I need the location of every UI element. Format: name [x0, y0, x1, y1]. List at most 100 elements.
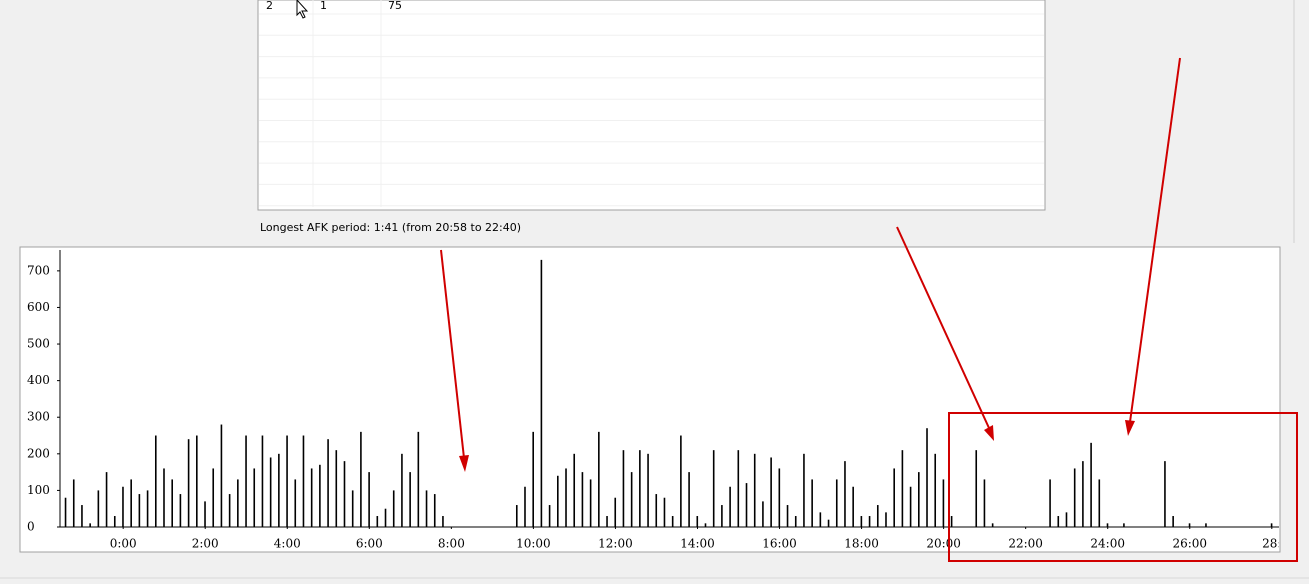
bar	[269, 457, 272, 527]
bar	[122, 486, 124, 527]
bar	[409, 472, 411, 527]
bar	[794, 516, 797, 527]
bar	[622, 450, 625, 527]
bar	[991, 523, 994, 527]
bar	[442, 516, 444, 527]
cell[interactable]: 75	[388, 0, 402, 12]
bar	[655, 494, 658, 527]
bar	[179, 494, 182, 527]
bar	[278, 453, 280, 527]
bar	[786, 505, 789, 527]
bar	[220, 424, 223, 527]
bar	[548, 505, 551, 527]
y-tick-label: 300	[27, 410, 50, 424]
bar	[589, 479, 592, 527]
y-tick-label: 0	[27, 520, 35, 534]
bar	[614, 497, 617, 527]
x-tick-label: 24:00	[1090, 537, 1125, 551]
bar	[827, 519, 830, 527]
bar	[1065, 512, 1068, 527]
bar	[860, 516, 863, 527]
bar	[138, 494, 141, 527]
x-tick-label: 14:00	[680, 537, 715, 551]
bar	[1049, 479, 1051, 527]
bar	[647, 453, 649, 527]
bar	[688, 472, 690, 527]
x-tick-label: 26:00	[1172, 537, 1207, 551]
bar	[1098, 479, 1101, 527]
bar	[885, 512, 887, 527]
bar	[983, 479, 986, 527]
bar	[64, 497, 67, 527]
bar	[302, 435, 305, 527]
bar	[72, 479, 75, 527]
bar	[639, 450, 641, 527]
bar	[163, 468, 165, 527]
bar	[909, 486, 912, 527]
bar	[294, 479, 297, 527]
bar	[557, 475, 559, 527]
table-grid	[259, 0, 1044, 207]
bar	[729, 486, 731, 527]
bar	[376, 516, 379, 527]
bar	[1188, 523, 1191, 527]
bar	[204, 501, 206, 527]
cell[interactable]: 2	[266, 0, 273, 12]
x-tick-label: 22:00	[1008, 537, 1043, 551]
x-tick-label: 0:00	[110, 537, 137, 551]
bar	[950, 516, 953, 527]
bar	[1205, 523, 1207, 527]
bar	[360, 431, 362, 527]
bar	[401, 453, 403, 527]
bar	[778, 468, 781, 527]
bar	[540, 259, 543, 527]
x-tick-label: 4:00	[274, 537, 301, 551]
bar	[146, 490, 149, 527]
bar	[893, 468, 895, 527]
bar	[261, 435, 264, 527]
bar	[835, 479, 838, 527]
bar	[417, 431, 420, 527]
bar	[737, 450, 740, 527]
bar	[319, 464, 321, 527]
bar	[228, 494, 231, 527]
bar	[154, 435, 157, 527]
bar	[286, 435, 288, 527]
x-tick-label: 2:00	[192, 537, 219, 551]
bar	[852, 486, 854, 527]
y-tick-label: 400	[27, 373, 50, 387]
bar	[630, 472, 633, 527]
bar	[868, 516, 871, 527]
bar	[81, 505, 83, 527]
bar	[532, 431, 534, 527]
bar	[819, 512, 822, 527]
bar	[565, 468, 567, 527]
bar	[753, 453, 756, 527]
y-tick-label: 100	[27, 483, 50, 497]
chart: 0 100 200 300 400 500 600 700 0:00 2:00 4:00 6:00 8:…	[27, 250, 1279, 551]
bar	[581, 472, 584, 527]
bar	[844, 461, 846, 527]
x-tick-label: 16:00	[762, 537, 797, 551]
bar	[704, 523, 707, 527]
bar	[745, 483, 748, 527]
x-tick-label: 20:00	[926, 537, 961, 551]
bar	[1106, 523, 1109, 527]
bar	[680, 435, 682, 527]
x-tick-label: 8:00	[438, 537, 465, 551]
bar	[212, 468, 215, 527]
bar	[918, 472, 920, 527]
bar	[97, 490, 100, 527]
bar	[671, 516, 674, 527]
cell[interactable]: 1	[320, 0, 327, 12]
bar	[105, 472, 108, 527]
bar	[89, 523, 91, 527]
y-tick-label: 700	[27, 263, 50, 277]
bar	[721, 505, 723, 527]
bar	[1057, 516, 1060, 527]
bar	[515, 505, 518, 527]
bar	[310, 468, 313, 527]
bar	[1123, 523, 1125, 527]
bar	[942, 479, 945, 527]
